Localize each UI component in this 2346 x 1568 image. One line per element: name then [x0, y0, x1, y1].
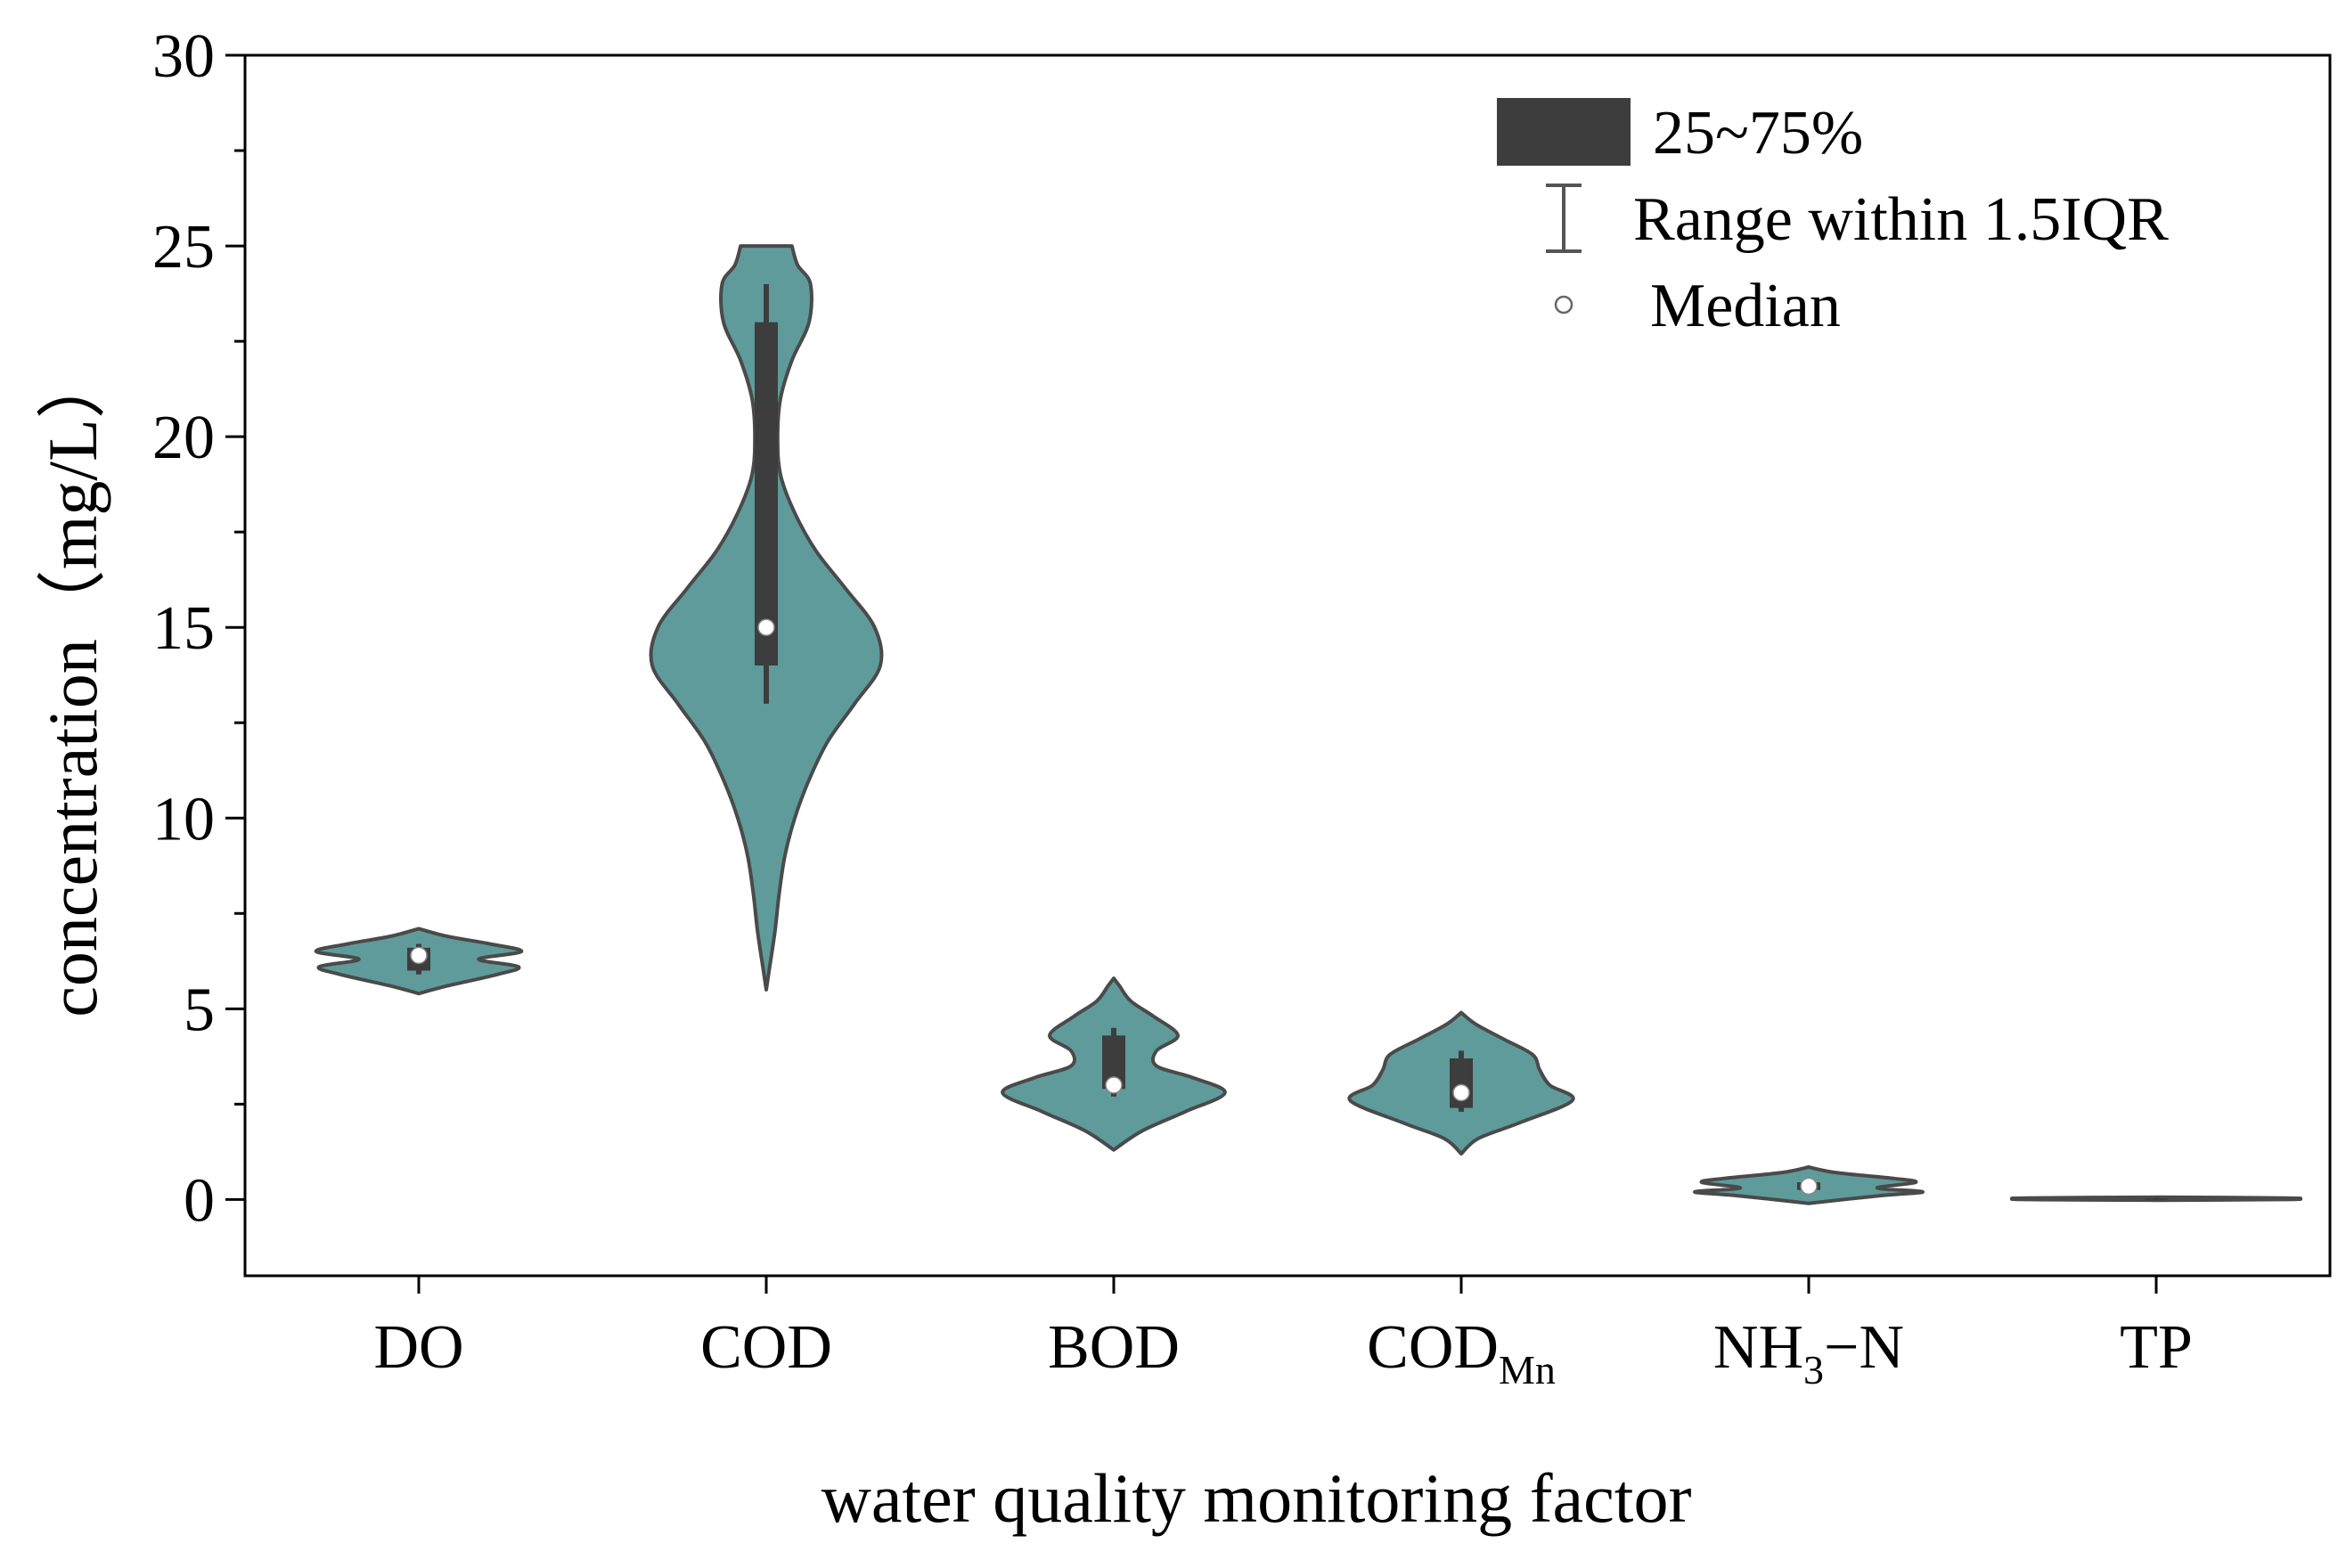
x-tick-label-subscript: Mn — [1499, 1347, 1556, 1392]
y-tick-label: 10 — [152, 785, 215, 853]
y-tick-label: 30 — [152, 22, 215, 91]
legend-label-range: Range within 1.5IQR — [1633, 185, 2169, 254]
median-point-do — [410, 946, 428, 965]
x-tick-label-main: NH — [1713, 1313, 1803, 1382]
x-tick-label-tp: TP — [2120, 1313, 2193, 1382]
y-tick-label: 5 — [184, 976, 215, 1044]
x-tick-label-nh3-n: NH3−N — [1713, 1313, 1904, 1392]
y-tick-label: 0 — [184, 1166, 215, 1235]
x-tick-label-suffix: −N — [1824, 1313, 1904, 1382]
legend: 25~75% Range within 1.5IQR Median — [1497, 98, 2169, 340]
x-ticks: DO COD BOD CODMn NH3−N TP — [373, 1276, 2193, 1392]
x-tick-label-codmn: CODMn — [1367, 1313, 1556, 1392]
y-ticks: 0 5 10 15 20 25 30 — [152, 22, 245, 1235]
violin-layer — [314, 244, 2303, 1205]
box-layer — [407, 283, 2168, 1201]
median-point-codmn — [1452, 1083, 1470, 1102]
x-tick-label-main: COD — [700, 1313, 832, 1382]
plot-frame — [243, 53, 2332, 1278]
median-point-bod — [1105, 1076, 1123, 1094]
x-tick-label-cod: COD — [700, 1313, 832, 1382]
y-tick-label: 20 — [152, 404, 215, 472]
y-tick-label: 25 — [152, 213, 215, 282]
legend-label-median: Median — [1650, 272, 1841, 340]
x-tick-label-main: TP — [2120, 1313, 2193, 1382]
x-tick-label-bod: BOD — [1048, 1313, 1180, 1382]
iqr-box-cod — [755, 322, 778, 666]
y-tick-label: 15 — [152, 594, 215, 663]
legend-median-swatch — [1554, 295, 1574, 314]
x-tick-label-main: DO — [373, 1313, 463, 1382]
legend-box-swatch — [1497, 98, 1631, 166]
median-point-nh3-n — [1800, 1177, 1818, 1196]
legend-label-box: 25~75% — [1653, 99, 1863, 167]
x-tick-label-do: DO — [373, 1313, 463, 1382]
median-point-cod — [757, 618, 775, 636]
x-tick-label-main: COD — [1367, 1313, 1499, 1382]
iqr-box-tp — [2145, 1198, 2168, 1201]
x-axis-title: water quality monitoring factor — [822, 1459, 1692, 1537]
x-tick-label-main: BOD — [1048, 1313, 1180, 1382]
y-axis-title: concentration（mg/L） — [34, 349, 111, 1017]
x-tick-label-subscript: 3 — [1803, 1347, 1824, 1392]
